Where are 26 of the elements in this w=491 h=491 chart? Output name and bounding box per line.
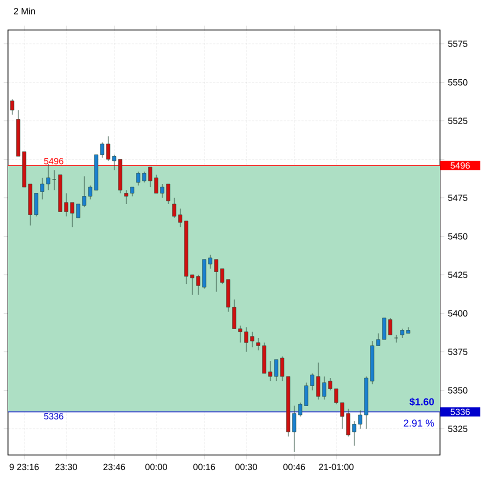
y-tick-label: 5375	[448, 348, 468, 356]
x-tick-label: 23:30	[55, 464, 78, 470]
y-tick-label: 5350	[448, 387, 468, 394]
text: 5336	[450, 408, 470, 416]
y-tick-label: 5325	[448, 426, 468, 432]
annotation: $1.60	[410, 398, 434, 406]
y-tick-label: 5425	[448, 272, 468, 278]
x-tick-label: 00:30	[235, 464, 258, 470]
x-tick-label: 23:46	[103, 464, 126, 470]
ref-line-label: 5496	[44, 158, 64, 164]
y-tick-label: 5475	[448, 194, 468, 201]
y-tick-label: 5525	[448, 118, 468, 124]
x-tick-label: 21-01:00	[318, 464, 354, 470]
text: 5496	[450, 162, 470, 169]
y-tick-label: 5550	[448, 79, 468, 86]
x-tick-label: 9 23:16	[10, 464, 39, 470]
x-tick-label: 00:46	[283, 464, 306, 470]
y-tick-label: 5575	[448, 40, 468, 47]
x-tick-label: 00:00	[145, 464, 168, 470]
y-tick-label: 5400	[448, 310, 468, 317]
candlestick	[10, 98, 14, 115]
x-tick-label: 00:16	[193, 464, 216, 470]
annotation: 2.91 %	[404, 420, 434, 427]
y-tick-label: 5450	[448, 233, 468, 240]
chart-title: 2 Min	[14, 8, 35, 14]
ref-line-label: 5336	[44, 413, 64, 420]
